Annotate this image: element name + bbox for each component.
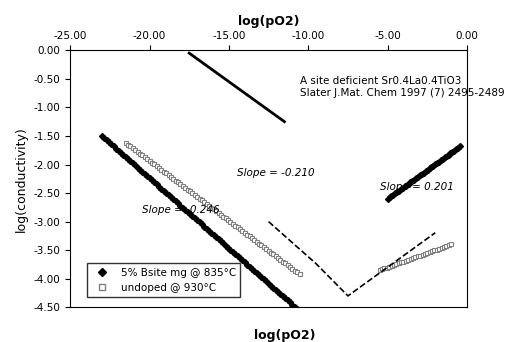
Text: Slope = 0.201: Slope = 0.201 (380, 182, 454, 192)
Y-axis label: log(conductivity): log(conductivity) (15, 126, 28, 232)
Text: log(pO2): log(pO2) (254, 329, 315, 342)
Legend: 5% Bsite mg @ 835°C, undoped @ 930°C: 5% Bsite mg @ 835°C, undoped @ 930°C (87, 263, 240, 297)
Text: A site deficient Sr0.4La0.4TiO3
Slater J.Mat. Chem 1997 (7) 2495-2489: A site deficient Sr0.4La0.4TiO3 Slater J… (300, 76, 505, 97)
X-axis label: log(pO2): log(pO2) (238, 15, 299, 28)
Text: Slope = -0.246: Slope = -0.246 (141, 205, 219, 215)
Text: Slope = -0.210: Slope = -0.210 (237, 168, 314, 178)
